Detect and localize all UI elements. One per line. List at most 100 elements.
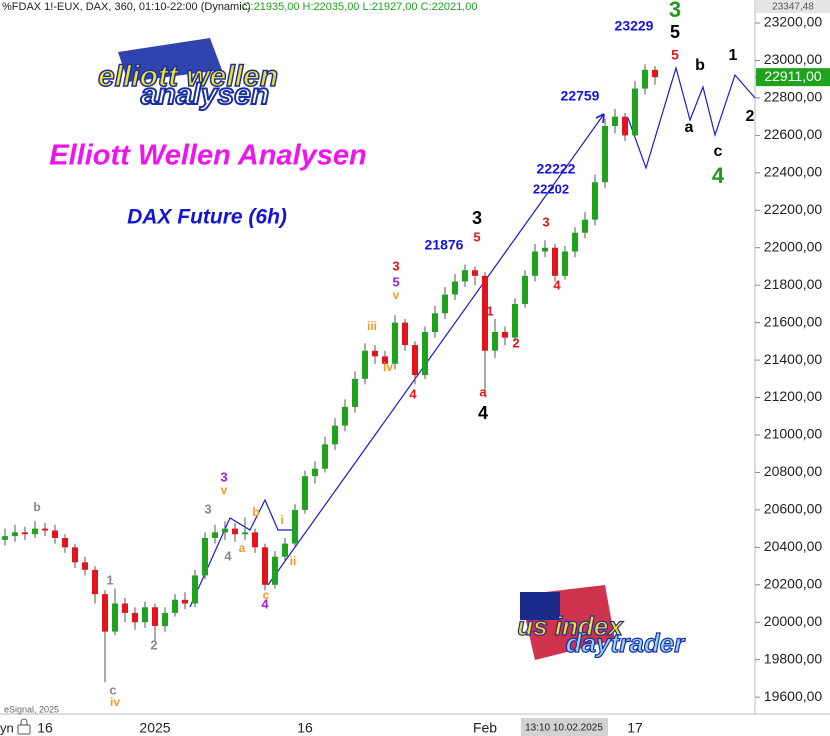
wave-label: a <box>239 541 246 555</box>
candle-body <box>302 476 308 510</box>
candle-body <box>542 247 548 252</box>
candle-body <box>42 528 48 531</box>
candle-body <box>282 543 288 557</box>
wave-label: 22222 <box>537 161 576 177</box>
x-tick-label: Feb <box>473 720 497 736</box>
candle-body <box>32 528 38 535</box>
y-tick-label: 20600,00 <box>764 501 823 517</box>
crosshair-box <box>521 718 608 736</box>
wave-label: 23229 <box>615 18 654 34</box>
y-tick-label: 19600,00 <box>764 688 823 704</box>
candle-body <box>562 251 568 276</box>
candle-body <box>202 537 208 576</box>
candle-body <box>412 345 418 376</box>
wave-label: 3 <box>392 258 399 273</box>
candle-body <box>522 275 528 304</box>
x-tick-label: 17 <box>627 720 643 736</box>
candle-body <box>252 532 258 548</box>
logo-text: us index <box>517 611 624 641</box>
candle-body <box>422 332 428 376</box>
candle-body <box>112 603 118 632</box>
source: eSignal, 2025 <box>4 704 59 714</box>
wave-label: 4 <box>261 596 269 611</box>
axis-top-box <box>756 0 830 13</box>
y-tick-label: 22000,00 <box>764 238 823 254</box>
candle-body <box>292 509 298 544</box>
y-tick-label: 23200,00 <box>764 14 823 30</box>
candle-body <box>2 536 8 540</box>
wave-label: b <box>695 57 705 74</box>
y-tick-label: 21400,00 <box>764 351 823 367</box>
candle-body <box>442 294 448 314</box>
candle-body <box>132 612 138 623</box>
wave-label: 5 <box>392 274 399 289</box>
candle-body <box>382 356 388 364</box>
candle-body <box>362 350 368 379</box>
logo-text: elliott wellen <box>98 60 278 93</box>
candle-body <box>152 607 158 626</box>
wave-label: 1 <box>106 572 113 587</box>
wave-label: iii <box>367 319 377 333</box>
wave-label: 2 <box>512 335 519 350</box>
candle-body <box>162 612 168 626</box>
wave-label: 22202 <box>533 181 569 196</box>
x-tick-label: 16 <box>297 720 313 736</box>
y-tick-label: 23000,00 <box>764 51 823 67</box>
y-tick-label: 20000,00 <box>764 613 823 629</box>
y-tick-label: 22800,00 <box>764 89 823 105</box>
y-tick-label: 19800,00 <box>764 650 823 666</box>
candle-body <box>212 532 218 538</box>
wave-label: a <box>685 119 694 136</box>
wave-label: 1 <box>486 303 493 318</box>
lock-icon <box>17 718 31 735</box>
wave-label: 4 <box>712 163 725 188</box>
ohlc-label: O:21935,00 H:22035,00 L:21927,00 C:22021… <box>242 1 477 13</box>
candle-body <box>652 69 658 78</box>
crosshair-label: 13:10 10.02.2025 <box>525 723 603 734</box>
wave-label: 5 <box>473 229 480 244</box>
candle-body <box>142 607 148 623</box>
candle-body <box>462 270 468 282</box>
y-tick-label: 20200,00 <box>764 575 823 591</box>
y-tick-label: 21600,00 <box>764 313 823 329</box>
chart-subtitle: DAX Future (6h) <box>127 206 287 229</box>
wave-label: 22759 <box>561 88 600 104</box>
wave-label: 21876 <box>425 237 464 253</box>
candle-body <box>552 247 558 276</box>
axis-cut-label: yn <box>0 720 14 735</box>
wave-label: 2 <box>150 637 157 652</box>
wave-label: a <box>479 384 487 399</box>
candle-body <box>12 532 18 537</box>
x-tick-label: 16 <box>37 720 53 736</box>
wave-label: 3 <box>220 469 227 484</box>
candle-body <box>532 251 538 276</box>
wave-label: 3 <box>204 501 211 516</box>
candle-body <box>222 528 228 533</box>
wave-label: v <box>221 483 228 497</box>
candle-body <box>352 378 358 407</box>
wave-label: 3 <box>669 0 681 22</box>
candle-body <box>372 350 378 357</box>
candle-body <box>342 406 348 426</box>
wave-label: 5 <box>670 22 680 42</box>
logo-daytrader: us index daytrader <box>517 585 687 660</box>
candle-body <box>512 303 518 338</box>
wave-label: 2 <box>746 108 755 125</box>
candle-body <box>52 530 58 538</box>
candle-body <box>192 575 198 604</box>
wave-label: c <box>714 143 723 160</box>
candle-body <box>492 332 498 351</box>
wave-label: c <box>109 682 116 697</box>
axis-top-label: 23347,48 <box>772 2 814 13</box>
candle-body <box>182 599 188 604</box>
wave-label: 4 <box>409 386 417 401</box>
candle-body <box>232 528 238 535</box>
candle-body <box>432 313 438 333</box>
candle-body <box>402 322 408 346</box>
candle-body <box>572 232 578 252</box>
candle-body <box>592 182 598 220</box>
candle-body <box>22 532 28 535</box>
wave-label: b <box>33 500 40 514</box>
candle-body <box>602 126 608 183</box>
